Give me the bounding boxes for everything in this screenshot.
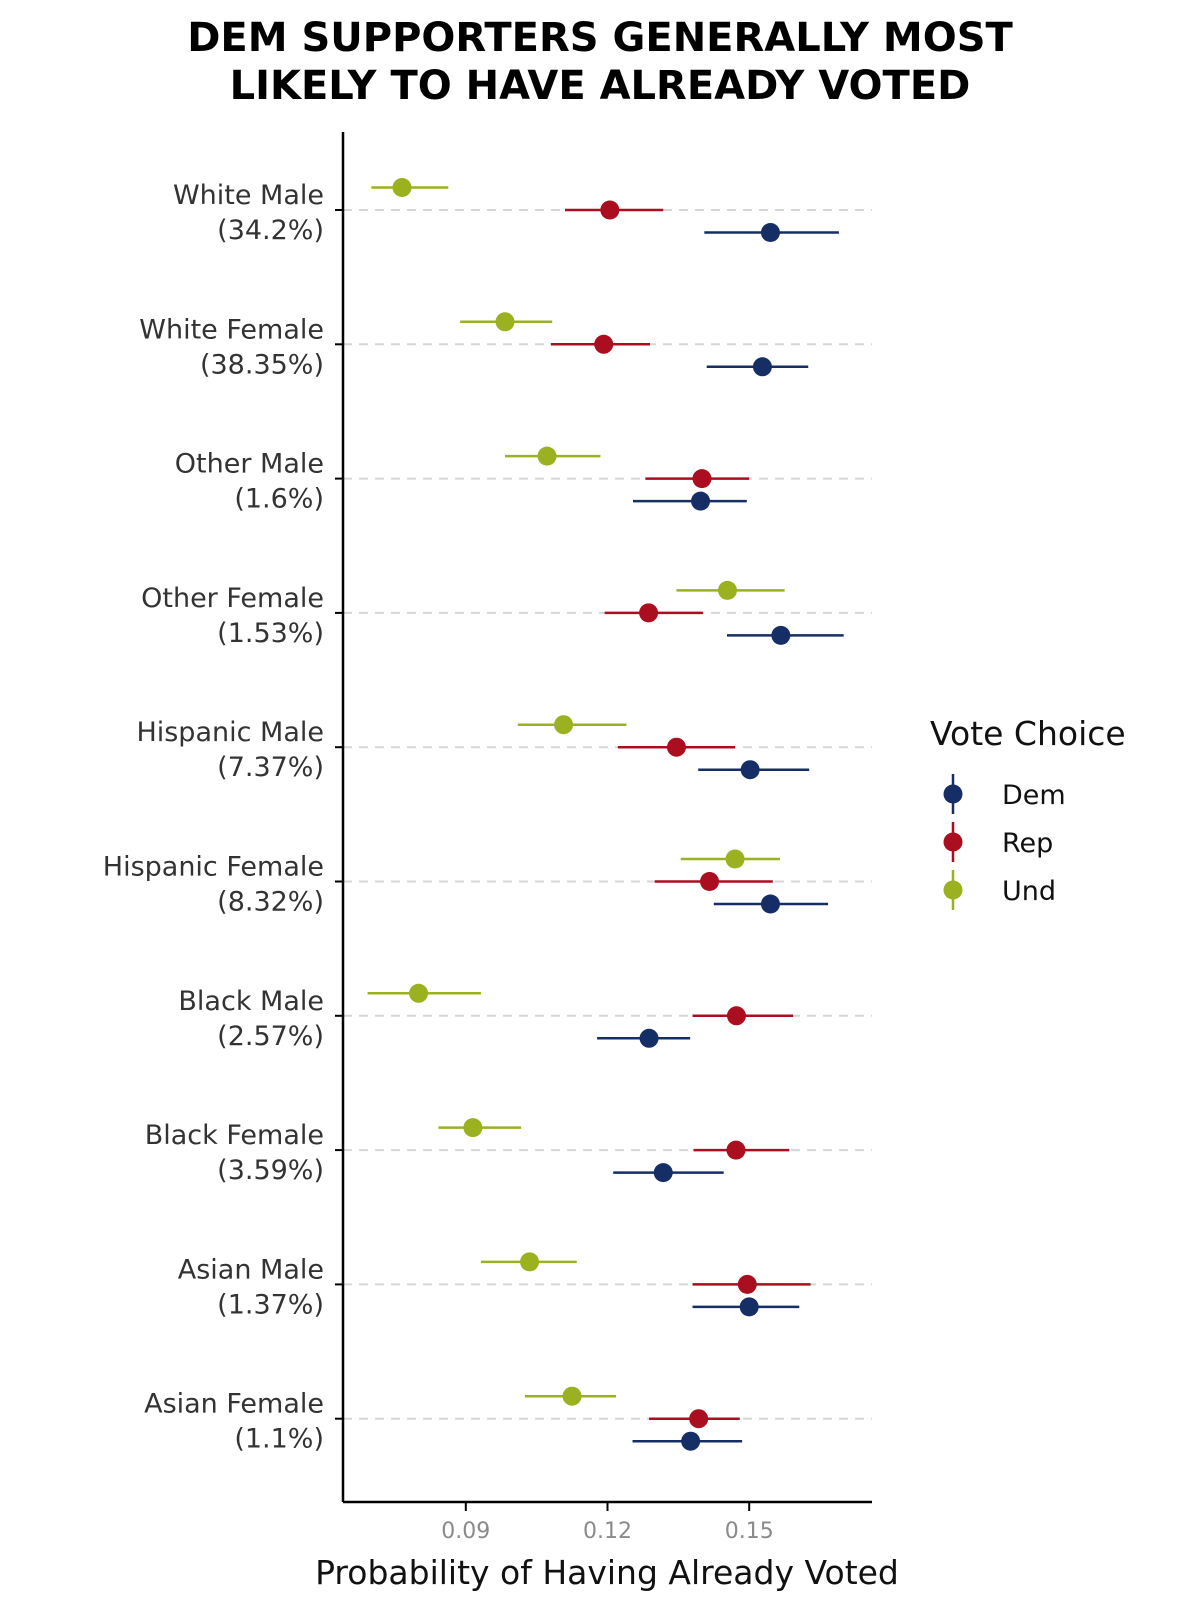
- y-tick-label-share: (38.35%): [200, 349, 324, 380]
- point-dem: [691, 491, 711, 511]
- legend: Vote Choice Dem Rep Und: [930, 714, 1126, 910]
- point-und: [554, 715, 574, 735]
- y-tick-label-share: (2.57%): [217, 1021, 324, 1052]
- chart-title-line-2: LIKELY TO HAVE ALREADY VOTED: [229, 63, 971, 109]
- y-tick-label-share: (1.37%): [217, 1289, 324, 1320]
- y-tick-label-share: (1.6%): [234, 484, 324, 515]
- x-tick-label: 0.09: [441, 1519, 490, 1544]
- legend-label-und: Und: [1002, 876, 1056, 907]
- y-tick-label-share: (3.59%): [217, 1155, 324, 1186]
- point-und: [725, 849, 745, 869]
- point-rep: [700, 872, 720, 891]
- legend-label-rep: Rep: [1002, 828, 1053, 859]
- y-tick-label-name: Other Male: [175, 449, 324, 480]
- x-tick-label: 0.15: [725, 1519, 774, 1544]
- legend-key-point-dem: [943, 784, 963, 804]
- point-dem: [760, 894, 780, 914]
- y-tick-label-name: Asian Female: [144, 1389, 324, 1420]
- series-marks: [367, 178, 844, 1451]
- point-dem: [681, 1431, 701, 1451]
- x-ticks: 0.09 0.12 0.15: [441, 1502, 774, 1544]
- legend-key-point-und: [943, 880, 963, 900]
- point-dem: [740, 760, 760, 780]
- y-tick-label-share: (34.2%): [217, 215, 324, 246]
- y-tick-label-name: White Female: [139, 314, 324, 345]
- legend-title: Vote Choice: [930, 714, 1126, 753]
- point-und: [520, 1252, 540, 1272]
- point-und: [537, 446, 557, 466]
- point-und: [463, 1118, 483, 1138]
- y-tick-label-name: Hispanic Female: [103, 852, 324, 883]
- point-rep: [594, 334, 614, 354]
- y-tick-labels: White Male (34.2%) White Female (38.35%) Oth…: [103, 180, 324, 1455]
- legend-label-dem: Dem: [1002, 780, 1066, 811]
- point-und: [495, 312, 515, 332]
- y-tick-label-name: White Male: [173, 180, 324, 211]
- legend-key-point-rep: [943, 832, 963, 852]
- point-dem: [752, 357, 772, 377]
- point-dem: [653, 1163, 673, 1183]
- y-tick-label-share: (7.37%): [217, 752, 324, 783]
- point-rep: [600, 200, 620, 220]
- point-und: [562, 1386, 582, 1406]
- point-rep: [666, 737, 686, 757]
- point-dem: [760, 223, 780, 242]
- point-rep: [737, 1274, 757, 1294]
- point-rep: [726, 1140, 746, 1160]
- point-und: [409, 983, 429, 1003]
- x-axis-title: Probability of Having Already Voted: [315, 1553, 899, 1592]
- y-tick-label-share: (1.1%): [234, 1424, 324, 1455]
- point-dem: [739, 1297, 759, 1317]
- y-tick-label-name: Other Female: [141, 583, 324, 614]
- y-tick-label-name: Black Male: [178, 986, 324, 1017]
- gridlines: [335, 209, 872, 1420]
- y-tick-label-name: Hispanic Male: [136, 717, 324, 748]
- point-dem: [639, 1028, 659, 1048]
- point-rep: [692, 469, 712, 489]
- chart-title-line-1: DEM SUPPORTERS GENERALLY MOST: [187, 15, 1013, 61]
- y-tick-label-share: (1.53%): [217, 618, 324, 649]
- point-rep: [689, 1409, 709, 1429]
- point-und: [717, 580, 737, 600]
- y-tick-label-share: (8.32%): [217, 887, 324, 918]
- x-tick-label: 0.12: [583, 1519, 632, 1544]
- point-dem: [771, 625, 791, 645]
- point-und: [392, 178, 412, 197]
- y-tick-label-name: Asian Male: [178, 1254, 324, 1285]
- chart-title: DEM SUPPORTERS GENERALLY MOST LIKELY TO …: [0, 14, 1200, 110]
- point-rep: [639, 603, 659, 623]
- point-rep: [726, 1006, 746, 1026]
- y-tick-label-name: Black Female: [145, 1120, 324, 1151]
